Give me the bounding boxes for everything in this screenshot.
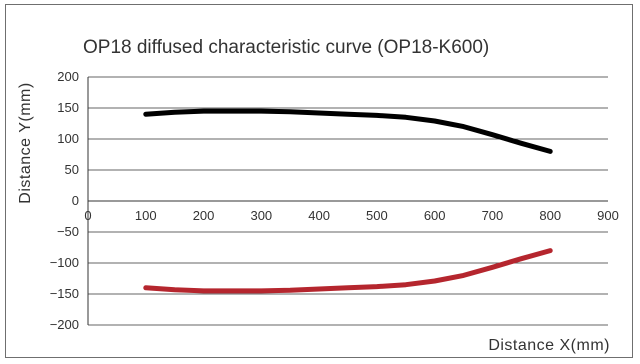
y-axis-label: Distance Y(mm) <box>17 82 34 203</box>
y-tick-label: −50 <box>57 224 79 239</box>
x-tick-label: 100 <box>135 208 157 223</box>
y-tick-label: −200 <box>50 317 79 332</box>
series-lines <box>143 108 553 294</box>
x-tick-label: 500 <box>366 208 388 223</box>
x-tick-label: 300 <box>250 208 272 223</box>
y-tick-label: −150 <box>50 286 79 301</box>
axes <box>87 77 608 325</box>
x-axis-label: Distance X(mm) <box>488 337 610 354</box>
gridlines <box>88 76 608 326</box>
chart-frame <box>5 4 633 358</box>
x-tick-label: 800 <box>539 208 561 223</box>
x-tick-label: 0 <box>84 208 91 223</box>
x-tick-label: 700 <box>482 208 504 223</box>
y-tick-label: 200 <box>57 69 79 84</box>
x-tick-label: 600 <box>424 208 446 223</box>
x-tick-label: 900 <box>597 208 619 223</box>
y-tick-label: 50 <box>65 162 79 177</box>
y-tick-label: 0 <box>72 193 79 208</box>
series-line-1 <box>143 108 553 154</box>
series-line-2 <box>143 248 553 294</box>
y-tick-label: 100 <box>57 131 79 146</box>
chart-title: OP18 diffused characteristic curve (OP18… <box>83 37 489 58</box>
x-tick-label: 200 <box>193 208 215 223</box>
y-tick-label: 150 <box>57 100 79 115</box>
y-tick-label: −100 <box>50 255 79 270</box>
x-tick-label: 400 <box>308 208 330 223</box>
